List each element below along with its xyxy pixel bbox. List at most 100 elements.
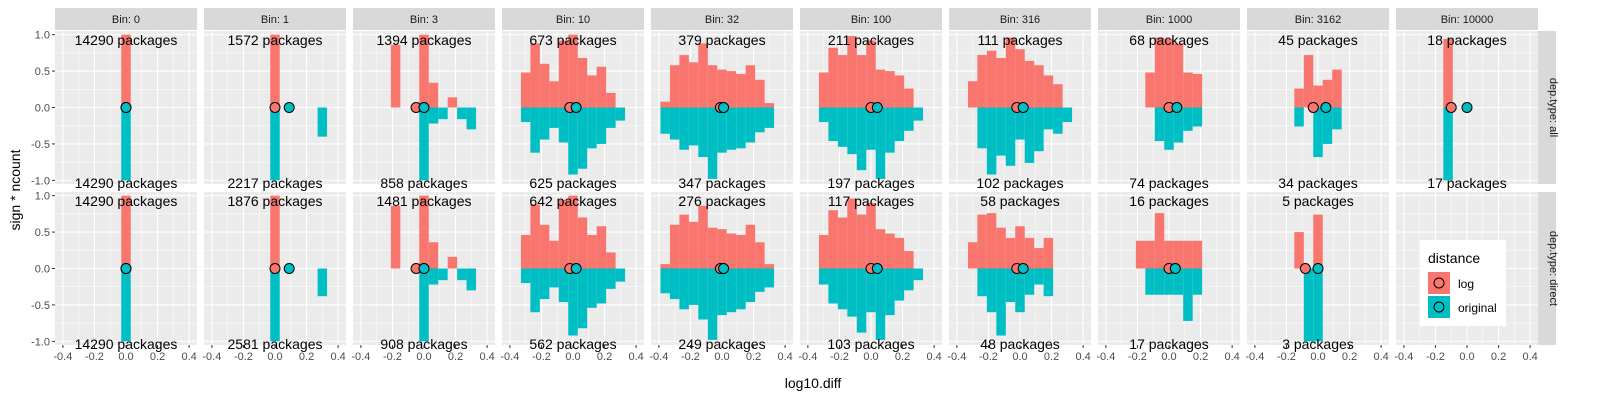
log-bar	[1154, 37, 1165, 108]
facet-panel: 5 packages 3 packages	[1247, 192, 1389, 352]
original-bar	[726, 107, 737, 150]
log-bar	[577, 217, 588, 269]
x-tick-label: 0.2	[1193, 351, 1208, 363]
top-count-label: 276 packages	[678, 193, 765, 209]
top-count-label: 1572 packages	[228, 32, 323, 48]
row-strip-label: dep.type: all	[1547, 78, 1559, 137]
original-point	[1017, 263, 1029, 274]
original-point	[718, 263, 730, 274]
original-bar	[1332, 107, 1342, 130]
log-bar	[447, 256, 458, 269]
log-point	[1445, 102, 1457, 113]
original-bar	[587, 268, 597, 308]
log-bar	[1024, 60, 1035, 108]
legend-label-log: log	[1458, 277, 1474, 291]
log-bar	[520, 72, 531, 108]
y-tick-label: 0.5	[35, 66, 50, 78]
x-tick-label: -0.4	[798, 351, 817, 363]
bottom-count-label: 74 packages	[1129, 175, 1208, 191]
x-tick-label: 0.4	[330, 351, 345, 363]
original-bar	[986, 107, 997, 175]
log-bar	[1034, 248, 1044, 269]
column-strip: Bin: 1	[204, 8, 346, 30]
original-bar	[764, 268, 775, 288]
x-tick-label: 0.0	[863, 351, 878, 363]
original-bar	[856, 268, 867, 333]
facet-panel: 276 packages 249 packages	[651, 192, 793, 352]
x-tick-label: -0.4	[202, 351, 221, 363]
original-bar	[587, 107, 597, 149]
row-strip: dep.type: all	[1536, 31, 1559, 184]
original-bar	[1043, 268, 1054, 297]
log-bar	[1313, 214, 1323, 269]
original-bar	[745, 268, 756, 303]
log-bar	[866, 40, 876, 108]
original-bar	[606, 107, 616, 128]
legend-title: distance	[1428, 250, 1480, 266]
facet-panel: 1394 packages 858 packages	[353, 31, 495, 191]
bottom-count-label: 347 packages	[678, 175, 765, 191]
facet-panel: 211 packages 197 packages	[800, 31, 942, 191]
original-bar	[904, 268, 914, 291]
facet-panel: 379 packages 347 packages	[651, 31, 793, 191]
original-bar	[530, 268, 540, 313]
y-tick-label: -1.0	[31, 175, 50, 187]
y-tick-label: 0.0	[35, 103, 50, 115]
log-bar	[1173, 240, 1184, 269]
column-strip-label: Bin: 3162	[1295, 14, 1341, 26]
original-bar	[977, 268, 987, 297]
facet-panel: 111 packages 102 packages	[949, 31, 1091, 191]
x-tick-label: 0.2	[299, 351, 314, 363]
x-tick-label: 0.0	[267, 351, 282, 363]
original-bar	[707, 107, 718, 179]
original-bar	[856, 107, 867, 171]
log-bar	[875, 229, 886, 269]
x-tick-label: 0.4	[479, 351, 494, 363]
x-tick-label: -0.4	[947, 351, 966, 363]
log-bar	[447, 97, 458, 108]
log-bar	[270, 195, 280, 269]
facet-panel: 14290 packages 14290 packages	[55, 31, 197, 191]
x-tick-label: 0.4	[777, 351, 792, 363]
facet-panel: 673 packages 625 packages	[502, 31, 644, 191]
log-bar	[726, 71, 737, 108]
log-point	[1299, 263, 1311, 274]
original-bar	[977, 107, 987, 149]
top-count-label: 1876 packages	[228, 193, 323, 209]
original-bar	[606, 268, 616, 289]
original-bar	[419, 268, 429, 342]
column-strip-background	[204, 8, 346, 30]
top-count-label: 673 packages	[529, 32, 616, 48]
original-bar	[764, 107, 775, 128]
original-bar	[875, 107, 886, 179]
x-tick-label: -0.2	[1426, 351, 1445, 363]
column-strip-background	[1247, 8, 1389, 30]
log-bar	[986, 213, 997, 269]
original-bar	[1164, 107, 1174, 150]
log-bar	[669, 65, 680, 108]
log-bar	[1005, 237, 1016, 269]
original-bar	[847, 107, 857, 155]
original-bar	[466, 107, 477, 130]
top-count-label: 1394 packages	[377, 32, 472, 48]
original-bar	[717, 107, 727, 153]
original-bar	[1024, 268, 1035, 295]
panels-layer: Bin: 0 Bin: 1 Bin: 3 Bin: 10 Bin: 32 Bin: 100…	[55, 8, 1559, 352]
original-bar	[755, 107, 765, 133]
log-bar	[1332, 69, 1342, 108]
x-tick-label: -0.4	[1096, 351, 1115, 363]
log-bar	[755, 242, 765, 269]
original-bar	[596, 268, 607, 304]
log-bar	[707, 65, 718, 108]
x-tick-label: 0.4	[926, 351, 941, 363]
column-strip-background	[651, 8, 793, 30]
log-bar	[660, 101, 670, 108]
original-bar	[866, 268, 876, 313]
facet-panel: 45 packages 34 packages	[1247, 31, 1389, 191]
log-bar	[1294, 232, 1304, 269]
original-bar	[530, 107, 540, 153]
bottom-count-label: 2581 packages	[228, 336, 323, 352]
facet-panel: 1481 packages 908 packages	[353, 192, 495, 352]
log-bar	[549, 240, 559, 269]
